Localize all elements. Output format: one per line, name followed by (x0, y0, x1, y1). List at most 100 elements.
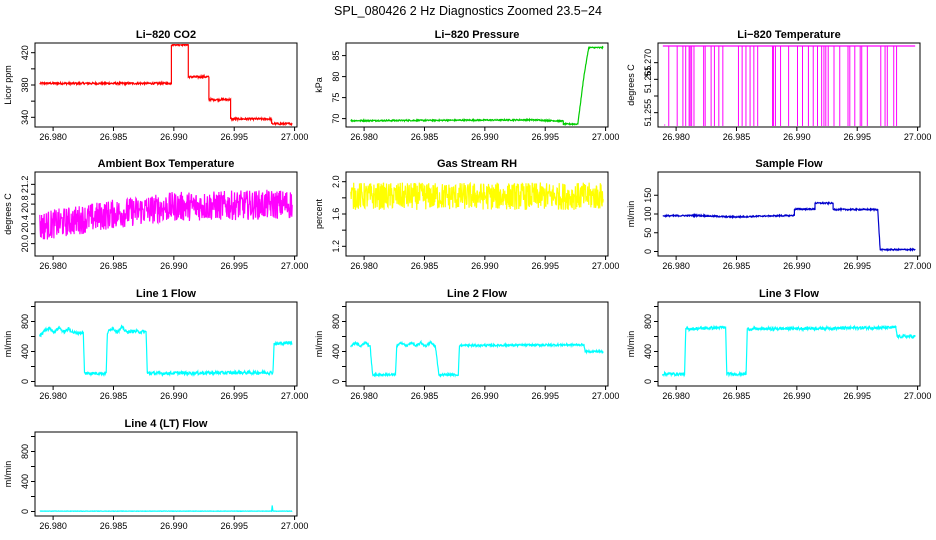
y-tick-label: 400 (643, 344, 653, 359)
x-tick-label: 26.995 (220, 521, 248, 531)
x-tick-label: 26.980 (662, 132, 690, 142)
x-tick-label: 26.995 (220, 391, 248, 401)
y-tick-label: 150 (643, 188, 653, 203)
y-tick-label: 800 (20, 444, 30, 459)
y-tick-label: 75 (331, 93, 341, 103)
panel-title: Line 3 Flow (759, 288, 819, 300)
plot-frame (34, 301, 298, 387)
y-axis-label: percent (314, 198, 324, 229)
x-tick-label: 26.980 (39, 132, 67, 142)
panel-sample-flow: Sample Flow ml/min 26.980 26.985 26.990 26.99… (626, 158, 931, 271)
y-tick-label: 21.2 (20, 176, 30, 194)
y-tick-label: 400 (20, 344, 30, 359)
panel-gas-stream-rh: Gas Stream RH percent 26.980 26.985 26.990 26… (314, 158, 619, 271)
x-tick-label: 26.985 (723, 391, 751, 401)
x-tick-label: 27.000 (281, 132, 309, 142)
y-axis-label: ml/min (3, 331, 13, 358)
y-tick-label: 0 (643, 249, 653, 254)
data-series (662, 45, 916, 126)
panel-title: Li−820 CO2 (136, 29, 196, 41)
x-tick-label: 27.000 (592, 132, 620, 142)
y-axis-label: degrees C (626, 64, 636, 106)
y-axis-label: Licor ppm (3, 65, 13, 105)
panel-li-820-co2: Li−820 CO2 Licor ppm 26.980 26.985 26.990 26.… (3, 29, 308, 142)
y-tick-label: 51.265 (643, 66, 653, 94)
panel-title: Li−820 Pressure (435, 29, 520, 41)
x-tick-label: 26.995 (843, 261, 871, 271)
y-tick-label: 800 (643, 314, 653, 329)
plot-frame (345, 301, 609, 387)
panel-title: Ambient Box Temperature (98, 158, 235, 170)
y-axis-label: ml/min (3, 461, 13, 488)
plot-frame (345, 42, 609, 128)
y-tick-label: 800 (331, 314, 341, 329)
x-tick-label: 27.000 (904, 261, 932, 271)
x-tick-label: 26.985 (411, 261, 439, 271)
x-tick-label: 26.980 (662, 391, 690, 401)
y-tick-label: 400 (331, 344, 341, 359)
x-tick-label: 26.990 (160, 391, 188, 401)
x-tick-label: 26.990 (471, 132, 499, 142)
x-tick-label: 26.985 (723, 132, 751, 142)
figure-title: SPL_080426 2 Hz Diagnostics Zoomed 23.5−… (334, 4, 602, 18)
x-tick-label: 26.985 (100, 521, 128, 531)
y-axis-label: degrees C (3, 193, 13, 235)
y-tick-label: 50 (643, 228, 653, 238)
y-tick-label: 20.4 (20, 215, 30, 233)
y-tick-label: 51.255 (643, 99, 653, 127)
series-line (662, 200, 916, 253)
series-line (39, 189, 293, 240)
x-tick-label: 26.985 (411, 391, 439, 401)
y-tick-label: 20.0 (20, 235, 30, 253)
x-tick-label: 26.980 (350, 261, 378, 271)
x-tick-label: 27.000 (592, 391, 620, 401)
y-tick-label: 380 (20, 77, 30, 92)
y-axis-label: ml/min (626, 201, 636, 228)
panel-title: Gas Stream RH (437, 158, 517, 170)
x-tick-label: 26.980 (39, 391, 67, 401)
x-tick-label: 26.985 (723, 261, 751, 271)
y-tick-label: 2.0 (331, 175, 341, 188)
y-axis-label: kPa (314, 77, 324, 93)
x-tick-label: 26.990 (783, 391, 811, 401)
x-tick-label: 26.995 (843, 391, 871, 401)
chart-panels: Li−820 CO2 Licor ppm 26.980 26.985 26.990 26.… (3, 29, 931, 531)
series-line (350, 181, 604, 210)
y-tick-label: 1.6 (331, 208, 341, 221)
y-tick-label: 51.270 (643, 49, 653, 77)
series-line (350, 339, 604, 378)
panel-title: Line 4 (LT) Flow (125, 418, 208, 430)
y-tick-label: 80 (331, 72, 341, 82)
panel-line-4-lt-flow: Line 4 (LT) Flow ml/min 26.980 26.985 26.990… (3, 418, 308, 531)
series-line (662, 324, 916, 378)
x-tick-label: 26.995 (220, 132, 248, 142)
y-tick-label: 0 (331, 379, 341, 384)
x-tick-label: 27.000 (592, 261, 620, 271)
x-tick-label: 26.980 (39, 521, 67, 531)
x-tick-label: 26.985 (411, 132, 439, 142)
x-tick-label: 26.990 (471, 261, 499, 271)
x-tick-label: 27.000 (281, 391, 309, 401)
panel-line-3-flow: Line 3 Flow ml/min 26.980 26.985 26.990 26.99… (626, 288, 931, 401)
y-tick-label: 85 (331, 51, 341, 61)
x-tick-label: 26.990 (160, 132, 188, 142)
x-tick-label: 26.990 (783, 132, 811, 142)
x-tick-label: 26.990 (160, 521, 188, 531)
y-tick-label: 0 (643, 379, 653, 384)
x-tick-label: 26.995 (843, 132, 871, 142)
x-tick-label: 27.000 (904, 391, 932, 401)
panel-title: Line 2 Flow (447, 288, 507, 300)
panel-line-2-flow: Line 2 Flow ml/min 26.980 26.985 26.990 26.99… (314, 288, 619, 401)
panel-line-1-flow: Line 1 Flow ml/min 26.980 26.985 26.990 26.99… (3, 288, 308, 401)
y-tick-label: 20.8 (20, 195, 30, 213)
y-tick-label: 100 (643, 206, 653, 221)
x-tick-label: 26.980 (350, 391, 378, 401)
series-line (39, 324, 293, 378)
y-tick-label: 800 (20, 314, 30, 329)
x-tick-label: 26.980 (662, 261, 690, 271)
x-tick-label: 26.995 (531, 261, 559, 271)
y-tick-label: 420 (20, 45, 30, 60)
y-tick-label: 340 (20, 110, 30, 125)
plot-frame (657, 42, 921, 128)
panel-ambient-box-temperature: Ambient Box Temperature degrees C 26.980 26… (3, 158, 308, 271)
